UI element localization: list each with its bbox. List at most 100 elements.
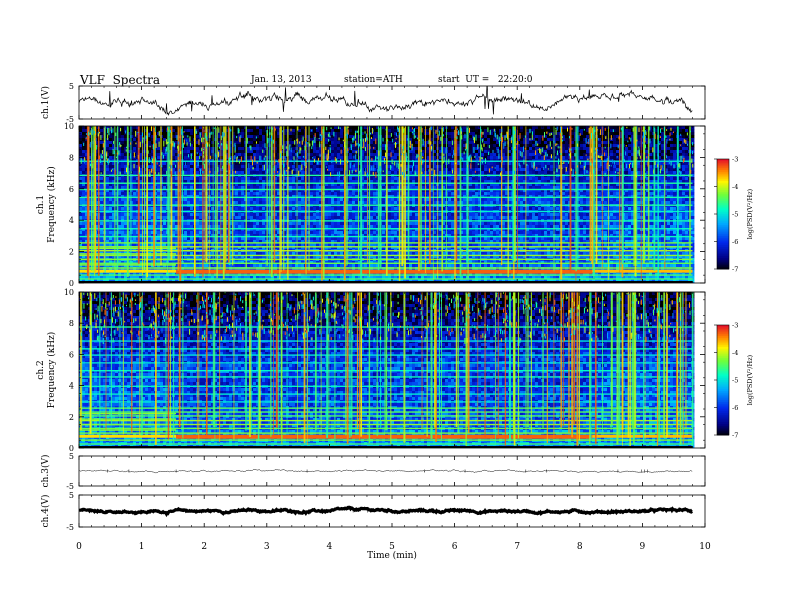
spectrogram-cell [109,144,113,148]
spectrogram-cell [202,147,206,151]
spectrogram-cell [340,135,344,139]
spectrogram-cell [319,165,323,169]
spectrogram-cell [217,177,221,181]
spectrogram-cell [109,234,113,238]
spectrogram-cell [184,231,188,235]
spectrogram-cell [196,243,200,247]
spectrogram-cell [115,276,119,280]
spectrogram-cell [256,222,260,226]
spectrogram-cell [316,228,320,232]
spectrogram-cell [100,177,104,181]
spectrogram-cell [148,231,152,235]
spectrogram-cell [295,183,299,187]
spectrogram-cell [226,264,230,268]
spectrogram-cell [133,222,137,226]
spectrogram-cell [172,144,176,148]
spectrogram-cell [283,213,287,217]
spectrogram-cell [256,231,260,235]
spectrogram-cell [316,201,320,205]
spectrogram-cell [199,243,203,247]
spectrogram-cell [139,138,143,142]
spectrogram-cell [328,216,332,220]
spectrogram-cell [277,156,281,160]
spectrogram-cell [160,147,164,151]
spectrogram-cell [217,279,221,283]
spectrogram-cell [283,252,287,256]
spectrogram-cell [298,216,302,220]
spectrogram-cell [121,177,125,181]
spectrogram-cell [316,156,320,160]
spectrogram-cell [142,237,146,241]
spectrogram-cell [148,243,152,247]
spectrogram-cell [211,186,215,190]
spectrogram-cell [340,234,344,238]
spectrogram-cell [349,138,353,142]
spectrogram-cell [172,276,176,280]
spectrogram-cell [274,276,278,280]
spectrogram-cell [160,129,164,133]
spectrogram-cell [259,201,263,205]
spectrogram-cell [346,228,350,232]
spectrogram-cell [121,126,125,130]
spectrogram-cell [253,153,257,157]
spectrogram-cell [235,126,239,130]
spectrogram-cell [130,225,134,229]
spectrogram-cell [109,207,113,211]
spectrogram-cell [310,183,314,187]
spectrogram-cell [328,243,332,247]
spectrogram-cell [211,279,215,283]
spectrogram-cell [175,237,179,241]
spectrogram-cell [295,231,299,235]
spectrogram-cell [337,186,341,190]
spectrogram-cell [319,276,323,280]
spectrogram-cell [187,150,191,154]
spectrogram-cell [238,246,242,250]
spectrogram-cell [328,147,332,151]
spectrogram-cell [334,252,338,256]
spectrogram-cell [121,147,125,151]
spectrogram-cell [157,132,161,136]
spectrogram-cell [187,216,191,220]
spectrogram-cell [196,171,200,175]
spectrogram-cell [106,264,110,268]
spectrogram-cell [325,213,329,217]
spectrogram-cell [190,129,194,133]
spectrogram-cell [199,165,203,169]
spectrogram-cell [250,240,254,244]
spectrogram-cell [274,129,278,133]
spectrogram-cell [235,138,239,142]
spectrogram-cell [130,156,134,160]
spectrogram-cell [211,162,215,166]
spectrogram-cell [217,240,221,244]
spectrogram-cell [79,135,83,139]
spectrogram-cell [241,222,245,226]
spectrogram-cell [115,225,119,229]
spectrogram-cell [106,156,110,160]
spectrogram-cell [235,267,239,271]
spectrogram-cell [121,222,125,226]
spectrogram-cell [325,150,329,154]
spectrogram-cell [238,276,242,280]
chart-title: VLF Spectra [80,73,160,87]
spectrogram-cell [130,180,134,184]
spectrogram-cell [241,246,245,250]
spectrogram-cell [124,177,128,181]
spectrogram-cell [130,192,134,196]
spectrogram-cell [97,279,101,283]
spectrogram-cell [259,225,263,229]
spectrogram-cell [238,201,242,205]
spectrogram-cell [301,246,305,250]
spectrogram-cell [235,213,239,217]
spectrogram-cell [130,240,134,244]
spectrogram-cell [250,132,254,136]
spectrogram-cell [253,264,257,268]
spectrogram-cell [151,216,155,220]
spectrogram-cell [157,222,161,226]
spectrogram-cell [190,144,194,148]
spectrogram-cell [301,126,305,130]
spectrogram-cell [112,213,116,217]
spectrogram-cell [136,255,140,259]
spectrogram-cell [79,198,83,202]
spectrogram-cell [295,246,299,250]
spectrogram-cell [172,216,176,220]
